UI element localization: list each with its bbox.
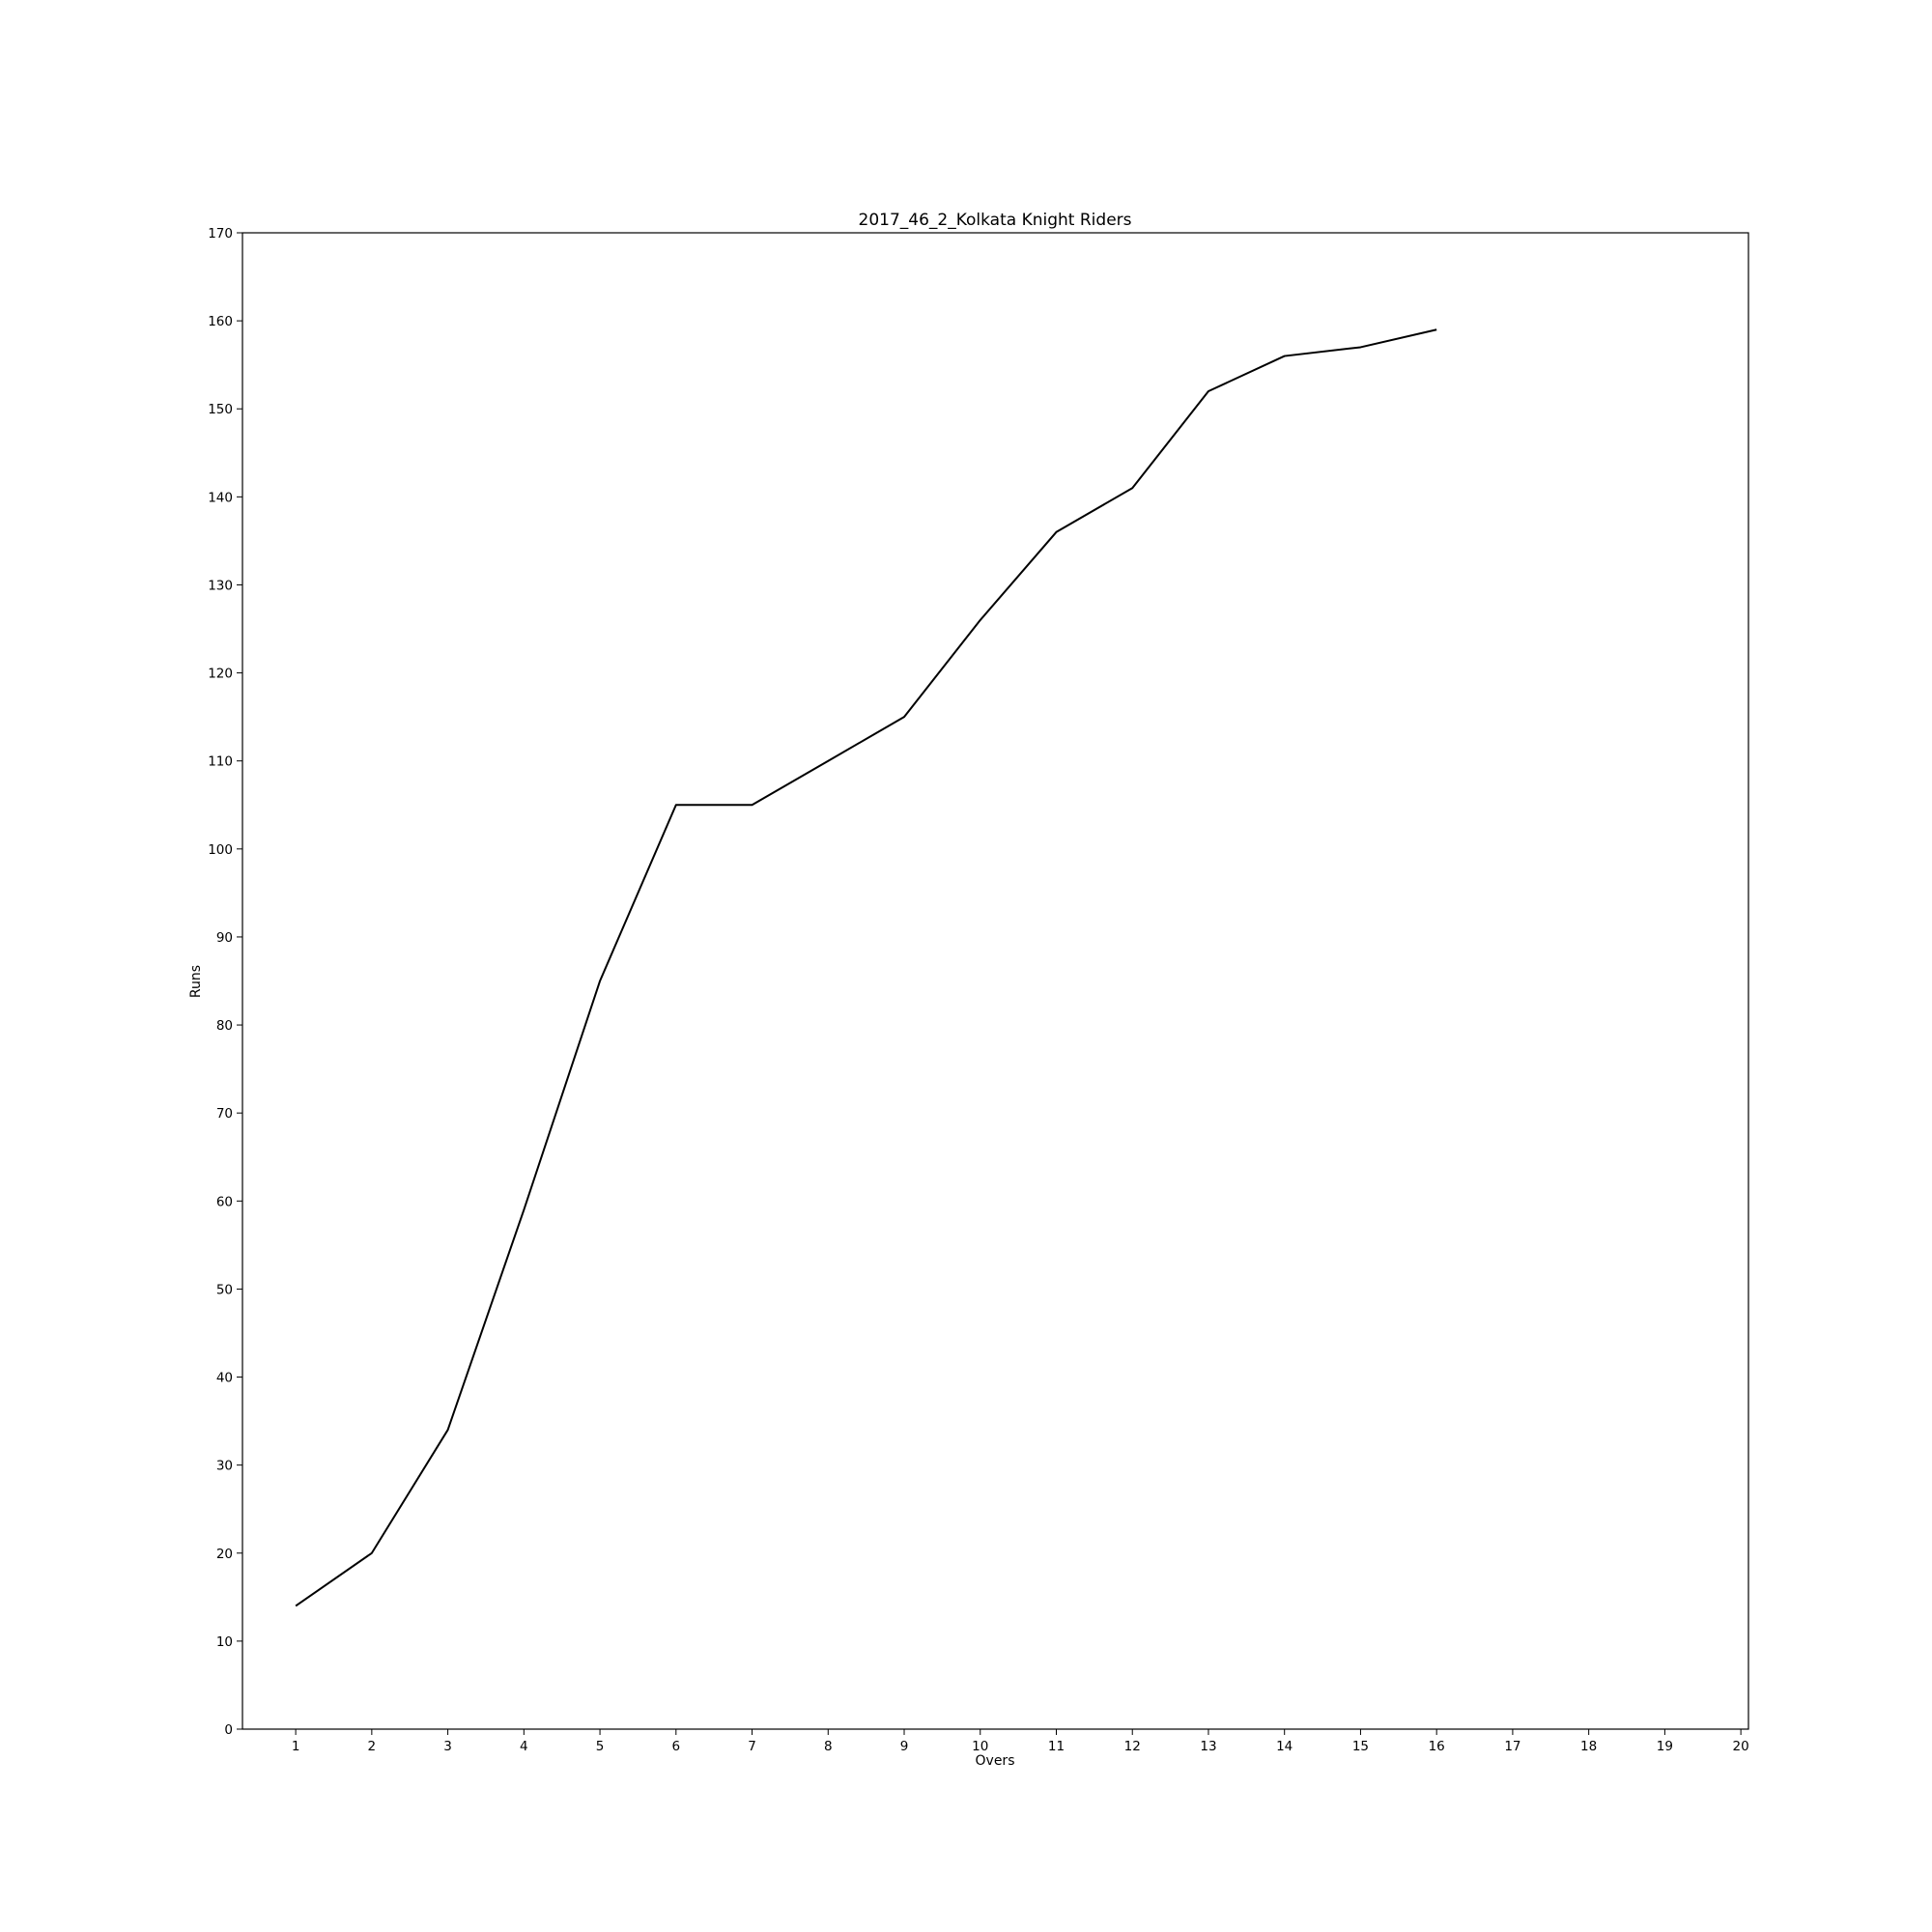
y-tick-label: 10: [216, 1634, 233, 1650]
x-tick-label: 7: [748, 1739, 756, 1754]
y-tick-label: 150: [208, 402, 233, 417]
x-tick-label: 18: [1580, 1739, 1597, 1754]
y-tick-label: 120: [208, 667, 233, 682]
x-tick-label: 9: [900, 1739, 909, 1754]
x-tick-label: 8: [824, 1739, 833, 1754]
x-tick-label: 17: [1504, 1739, 1520, 1754]
x-tick-label: 2: [368, 1739, 377, 1754]
plot-area: 1 2 3 4 5 6 7 8 9 10 11 12 13 14 15 16 17 18 19 20010203040…: [208, 226, 1749, 1754]
y-tick-label: 130: [208, 578, 233, 593]
y-tick-label: 70: [216, 1106, 233, 1122]
x-tick-label: 6: [672, 1739, 681, 1754]
y-tick-label: 30: [216, 1459, 233, 1474]
x-tick-label: 15: [1352, 1739, 1369, 1754]
x-tick-label: 11: [1048, 1739, 1065, 1754]
y-tick-label: 20: [216, 1547, 233, 1562]
y-tick-label: 140: [208, 490, 233, 505]
y-tick-label: 100: [208, 842, 233, 858]
x-tick-label: 1: [292, 1739, 300, 1754]
x-tick-label: 14: [1276, 1739, 1293, 1754]
x-tick-label: 3: [443, 1739, 452, 1754]
x-tick-label: 16: [1429, 1739, 1445, 1754]
y-tick-label: 160: [208, 314, 233, 329]
y-tick-label: 170: [208, 226, 233, 242]
y-tick-label: 60: [216, 1194, 233, 1209]
x-tick-label: 19: [1657, 1739, 1673, 1754]
x-tick-label: 20: [1733, 1739, 1749, 1754]
x-tick-label: 13: [1200, 1739, 1216, 1754]
y-tick-label: 90: [216, 930, 233, 946]
plot-frame: [242, 232, 1749, 1730]
y-tick-label: 110: [208, 754, 233, 770]
x-tick-label: 4: [520, 1739, 528, 1754]
series-line: [295, 328, 1437, 1607]
y-tick-label: 40: [216, 1371, 233, 1386]
x-tick-label: 5: [596, 1739, 605, 1754]
y-tick-label: 50: [216, 1282, 233, 1297]
y-axis-label: Runs: [188, 965, 204, 998]
x-tick-label: 10: [972, 1739, 988, 1754]
x-axis-label: Overs: [976, 1753, 1015, 1769]
x-tick-label: 12: [1124, 1739, 1141, 1754]
y-tick-label: 80: [216, 1018, 233, 1034]
y-tick-label: 0: [224, 1722, 233, 1738]
chart-title: 2017_46_2_Kolkata Knight Riders: [859, 211, 1132, 230]
